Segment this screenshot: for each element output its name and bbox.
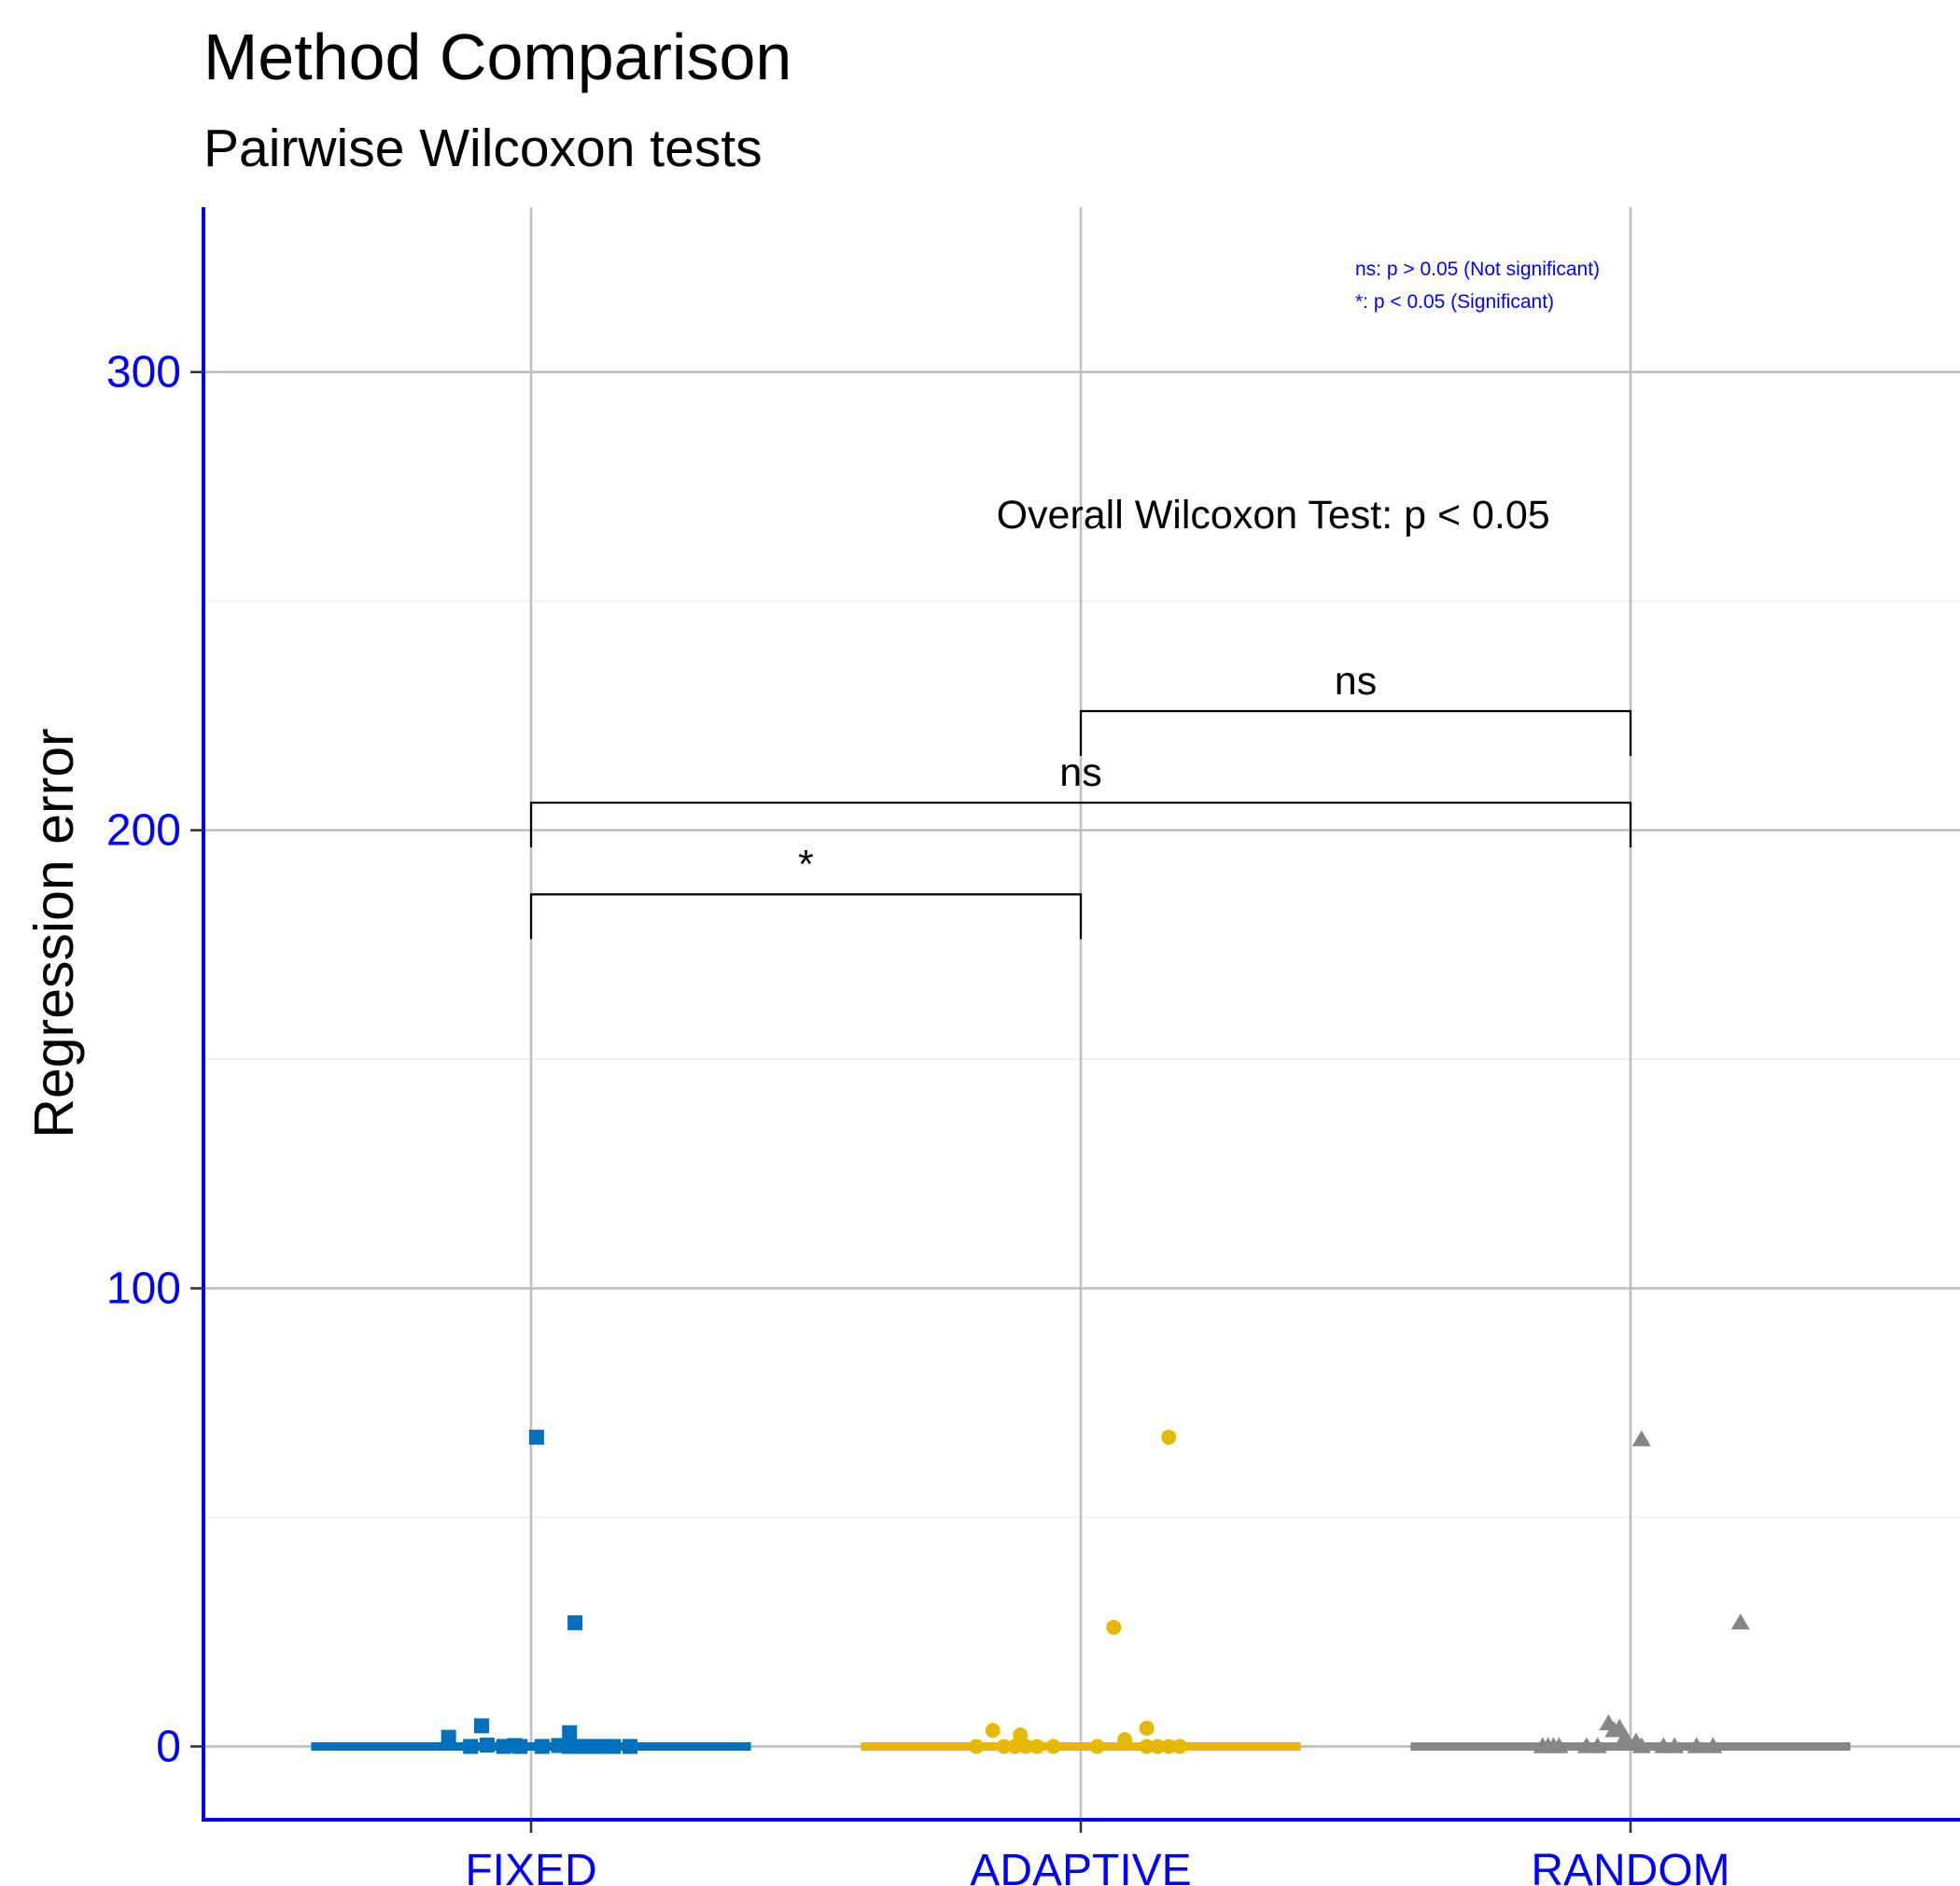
- data-point-circle: [1139, 1720, 1155, 1736]
- data-point-square: [473, 1718, 489, 1734]
- data-point-circle: [1045, 1739, 1061, 1754]
- data-point-triangle: [1703, 1737, 1723, 1753]
- data-point-triangle: [1549, 1737, 1569, 1753]
- y-tick-label: 200: [106, 806, 181, 856]
- x-tick-label: ADAPTIVE: [970, 1846, 1191, 1886]
- y-axis-label: Regression error: [23, 728, 85, 1138]
- x-tick-label: RANDOM: [1531, 1846, 1729, 1886]
- bracket-label: ns: [1335, 659, 1377, 704]
- data-point-circle: [996, 1739, 1012, 1754]
- data-point-circle: [1013, 1727, 1029, 1743]
- data-point-square: [528, 1430, 544, 1446]
- x-tick-label: FIXED: [465, 1846, 596, 1886]
- data-point-circle: [1150, 1739, 1166, 1754]
- data-point-square: [534, 1739, 550, 1754]
- data-point-circle: [969, 1739, 985, 1754]
- data-point-triangle: [1588, 1737, 1607, 1753]
- data-point-circle: [1117, 1732, 1133, 1748]
- axes: 0 100 200 300 FIXED ADAPTIVE RANDOM: [106, 207, 1960, 1886]
- data-point-circle: [1161, 1430, 1177, 1446]
- data-points: [441, 1430, 1750, 1754]
- data-point-triangle: [1665, 1737, 1685, 1753]
- bracket-label: ns: [1059, 750, 1101, 795]
- chart-title: Method Comparison: [203, 21, 791, 93]
- significance-brackets: * ns ns: [529, 659, 1632, 940]
- data-point-square: [441, 1729, 456, 1745]
- data-point-circle: [1029, 1739, 1044, 1754]
- data-point-triangle: [1616, 1727, 1635, 1744]
- bracket-line: [529, 893, 1083, 940]
- bracket-label: *: [798, 842, 814, 887]
- data-point-triangle: [1631, 1430, 1651, 1446]
- data-point-square: [623, 1739, 638, 1754]
- data-point-triangle: [1730, 1613, 1750, 1630]
- data-point-square: [562, 1725, 578, 1740]
- data-point-circle: [985, 1723, 1001, 1739]
- data-point-square: [567, 1614, 583, 1630]
- legend-note-line: *: p < 0.05 (Significant): [1355, 291, 1554, 313]
- y-tick-label: 0: [156, 1722, 181, 1771]
- data-point-triangle: [1687, 1737, 1706, 1753]
- data-point-circle: [1172, 1739, 1188, 1754]
- grid: [203, 207, 1960, 1820]
- legend-note-line: ns: p > 0.05 (Not significant): [1355, 258, 1600, 280]
- data-point-circle: [1018, 1739, 1034, 1754]
- bracket-line: [529, 802, 1632, 848]
- data-point-triangle: [1631, 1737, 1651, 1753]
- data-point-circle: [1139, 1739, 1155, 1754]
- data-point-square: [606, 1739, 622, 1754]
- y-tick-label: 100: [106, 1264, 181, 1314]
- data-point-square: [512, 1739, 528, 1754]
- data-point-square: [479, 1737, 495, 1753]
- data-point-circle: [1161, 1739, 1177, 1754]
- chart-subtitle: Pairwise Wilcoxon tests: [203, 119, 763, 178]
- data-point-circle: [1089, 1739, 1105, 1754]
- bracket-line: [1079, 709, 1632, 756]
- annotations: Overall Wilcoxon Test: p < 0.05: [997, 493, 1550, 538]
- data-point-circle: [1007, 1739, 1023, 1754]
- y-tick-label: 300: [106, 348, 181, 398]
- data-point-square: [463, 1739, 479, 1754]
- data-point-circle: [1106, 1619, 1122, 1635]
- overall-test-annotation: Overall Wilcoxon Test: p < 0.05: [997, 493, 1550, 538]
- significance-legend-note: ns: p > 0.05 (Not significant) *: p < 0.0…: [1355, 258, 1600, 313]
